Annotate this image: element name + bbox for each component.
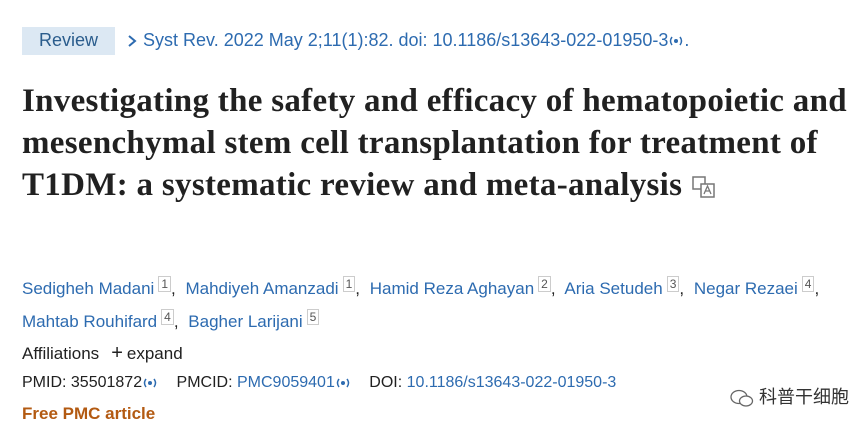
affiliation-number[interactable]: 3 <box>666 276 680 292</box>
watermark: 科普干细胞 <box>730 383 849 409</box>
journal-link[interactable]: Syst Rev. <box>143 30 219 50</box>
pmid: 35501872 <box>70 374 143 391</box>
affiliation-number[interactable]: 1 <box>158 276 172 292</box>
affiliation-number[interactable]: 4 <box>161 309 174 325</box>
external-link-icon[interactable] <box>142 377 158 389</box>
author-name[interactable]: Negar Rezaei <box>693 279 798 298</box>
pmid-label: PMID: <box>22 374 67 391</box>
affiliation-number[interactable]: 4 <box>801 276 815 292</box>
affiliation-number[interactable]: 5 <box>306 309 320 325</box>
author: Aria Setudeh 3 <box>564 276 689 298</box>
author-name[interactable]: Sedigheh Madani <box>22 279 155 298</box>
author: Hamid Reza Aghayan 2 <box>369 276 561 298</box>
affiliation-number[interactable]: 2 <box>538 276 551 292</box>
citation: Syst Rev. 2022 May 2;11(1):82. doi: 10.1… <box>126 30 689 51</box>
author: Mahtab Rouhifard 4 <box>22 309 184 331</box>
external-link-icon[interactable] <box>668 35 684 47</box>
watermark-text: 科普干细胞 <box>759 387 850 407</box>
author-name[interactable]: Mahdiyeh Amanzadi <box>185 279 339 298</box>
article-type-badge: Review <box>22 27 116 55</box>
author-name[interactable]: Bagher Larijani <box>188 312 303 331</box>
expand-toggle[interactable]: + <box>111 342 123 364</box>
affiliations-label: Affiliations <box>22 344 100 363</box>
citation-details: 2022 May 2;11(1):82. doi: 10.1186/s13643… <box>223 30 669 50</box>
author-name[interactable]: Mahtab Rouhifard <box>22 312 158 331</box>
title-text: Investigating the safety and efficacy of… <box>22 83 847 203</box>
affiliations: Affiliations + expand <box>22 342 183 365</box>
article-title: Investigating the safety and efficacy of… <box>22 80 852 206</box>
doi-link[interactable]: 10.1186/s13643-022-01950-3 <box>406 374 617 391</box>
pmcid-label: PMCID: <box>176 374 233 391</box>
expand-link[interactable]: expand <box>126 344 183 363</box>
identifiers: PMID: 35501872 PMCID: PMC9059401 DOI: 10… <box>22 374 616 392</box>
external-link-icon[interactable] <box>335 377 351 389</box>
pmcid-link[interactable]: PMC9059401 <box>237 374 335 391</box>
author: Sedigheh Madani 1 <box>22 276 181 298</box>
doi-label: DOI: <box>369 374 403 391</box>
free-article-link[interactable]: Free PMC article <box>22 404 156 423</box>
author: Mahdiyeh Amanzadi 1 <box>185 276 365 298</box>
chevron-icon <box>128 35 137 48</box>
author-name[interactable]: Aria Setudeh <box>564 279 663 298</box>
wechat-icon <box>730 390 754 407</box>
translate-icon[interactable] <box>691 174 717 200</box>
author: Bagher Larijani 5 <box>188 309 320 331</box>
affiliation-number[interactable]: 1 <box>342 276 356 292</box>
author-name[interactable]: Hamid Reza Aghayan <box>369 279 535 298</box>
author: Negar Rezaei 4 <box>693 276 824 298</box>
